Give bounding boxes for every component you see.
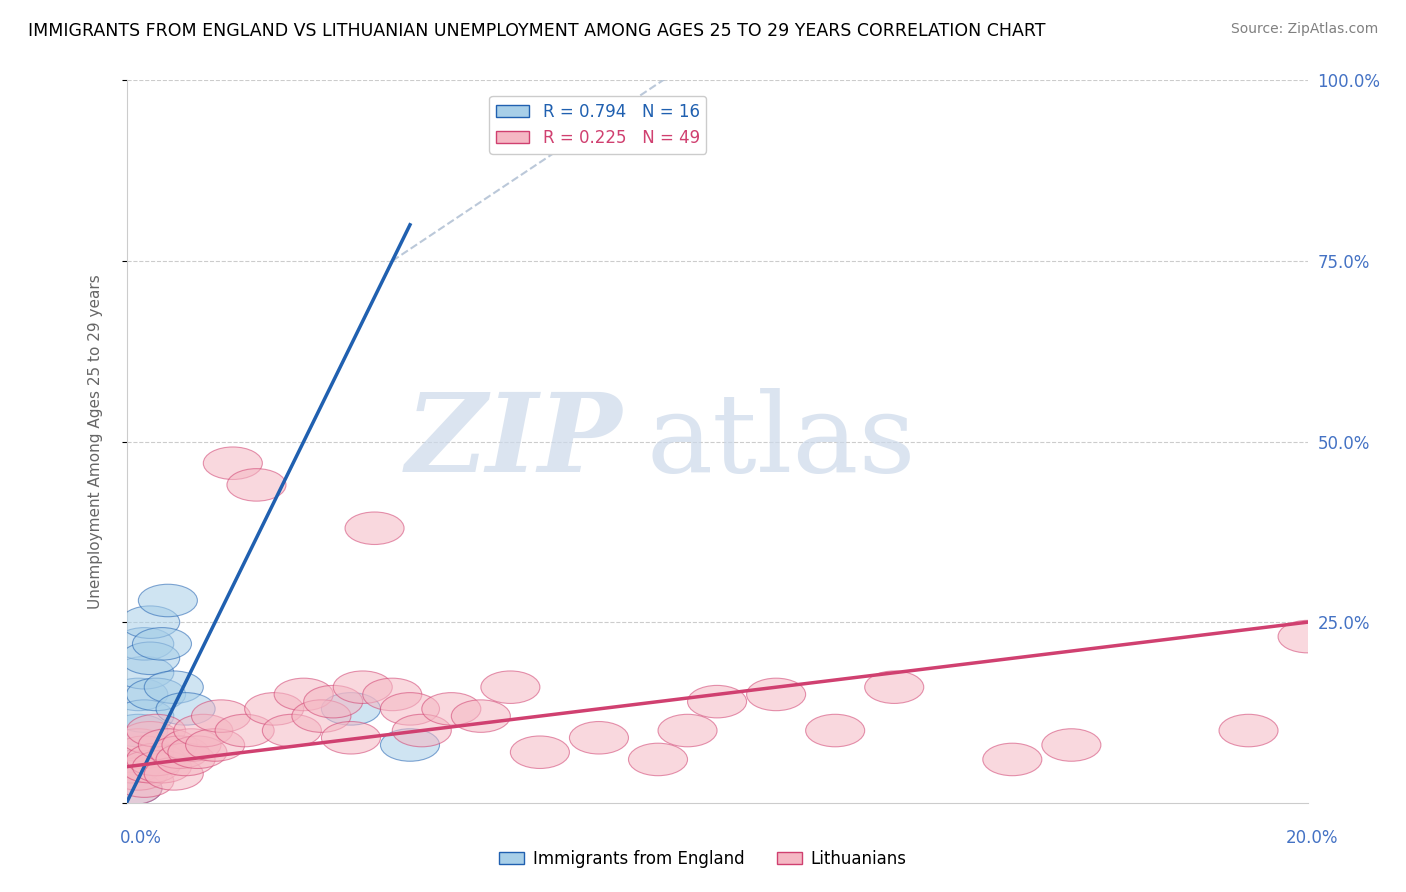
Legend: R = 0.794   N = 16, R = 0.225   N = 49: R = 0.794 N = 16, R = 0.225 N = 49 [489,95,706,153]
Ellipse shape [806,714,865,747]
Text: 0.0%: 0.0% [120,829,162,847]
Y-axis label: Unemployment Among Ages 25 to 29 years: Unemployment Among Ages 25 to 29 years [89,274,103,609]
Ellipse shape [150,736,209,769]
Ellipse shape [121,750,180,783]
Text: IMMIGRANTS FROM ENGLAND VS LITHUANIAN UNEMPLOYMENT AMONG AGES 25 TO 29 YEARS COR: IMMIGRANTS FROM ENGLAND VS LITHUANIAN UN… [28,22,1046,40]
Ellipse shape [174,714,233,747]
Ellipse shape [381,729,440,761]
Ellipse shape [138,729,197,761]
Ellipse shape [333,671,392,704]
Ellipse shape [121,606,180,639]
Ellipse shape [304,685,363,718]
Ellipse shape [132,750,191,783]
Ellipse shape [162,729,221,761]
Ellipse shape [145,671,204,704]
Ellipse shape [292,700,352,732]
Ellipse shape [115,736,174,769]
Ellipse shape [156,692,215,725]
Ellipse shape [1219,714,1278,747]
Ellipse shape [115,628,174,660]
Text: ZIP: ZIP [406,388,623,495]
Ellipse shape [658,714,717,747]
Ellipse shape [322,692,381,725]
Ellipse shape [747,678,806,711]
Ellipse shape [103,750,162,783]
Text: atlas: atlas [647,388,915,495]
Ellipse shape [167,736,226,769]
Ellipse shape [688,685,747,718]
Ellipse shape [481,671,540,704]
Ellipse shape [186,729,245,761]
Ellipse shape [215,714,274,747]
Ellipse shape [381,692,440,725]
Ellipse shape [145,757,204,790]
Ellipse shape [263,714,322,747]
Ellipse shape [865,671,924,704]
Ellipse shape [138,584,197,616]
Ellipse shape [108,714,167,747]
Ellipse shape [422,692,481,725]
Ellipse shape [121,642,180,674]
Ellipse shape [103,772,162,805]
Ellipse shape [103,772,162,805]
Ellipse shape [127,714,186,747]
Ellipse shape [108,678,167,711]
Ellipse shape [115,657,174,689]
Ellipse shape [628,743,688,776]
Ellipse shape [510,736,569,769]
Ellipse shape [115,764,174,797]
Ellipse shape [115,700,174,732]
Ellipse shape [132,628,191,660]
Text: Source: ZipAtlas.com: Source: ZipAtlas.com [1230,22,1378,37]
Ellipse shape [392,714,451,747]
Ellipse shape [191,700,250,732]
Ellipse shape [344,512,404,544]
Text: 20.0%: 20.0% [1286,829,1339,847]
Ellipse shape [322,722,381,754]
Legend: Immigrants from England, Lithuanians: Immigrants from England, Lithuanians [492,844,914,875]
Ellipse shape [983,743,1042,776]
Ellipse shape [204,447,263,480]
Ellipse shape [121,722,180,754]
Ellipse shape [1278,620,1337,653]
Ellipse shape [127,743,186,776]
Ellipse shape [569,722,628,754]
Ellipse shape [127,678,186,711]
Ellipse shape [245,692,304,725]
Ellipse shape [103,750,162,783]
Ellipse shape [108,729,167,761]
Ellipse shape [226,468,285,501]
Ellipse shape [274,678,333,711]
Ellipse shape [363,678,422,711]
Ellipse shape [108,757,167,790]
Ellipse shape [1042,729,1101,761]
Ellipse shape [156,743,215,776]
Ellipse shape [451,700,510,732]
